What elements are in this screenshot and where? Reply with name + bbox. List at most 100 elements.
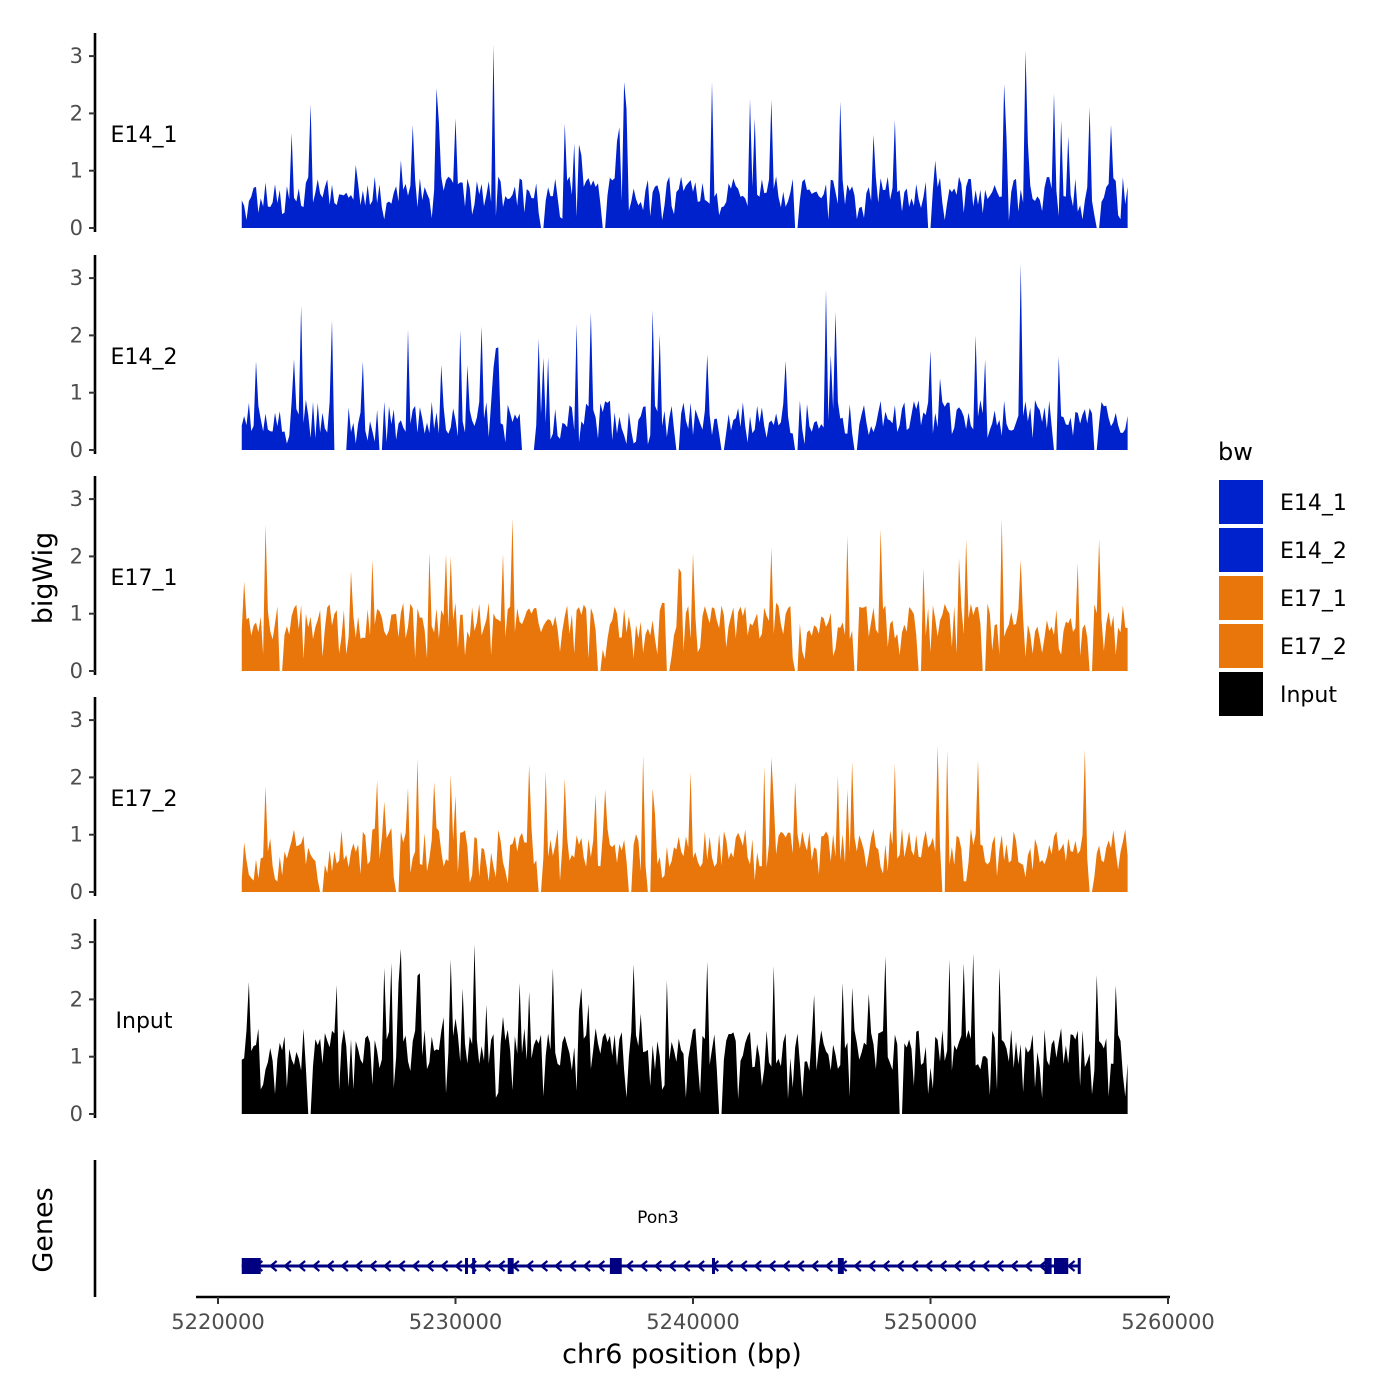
- track-label: E14_2: [111, 345, 178, 370]
- y-tick-label: 2: [70, 101, 83, 125]
- y-tick-label: 0: [70, 880, 83, 904]
- legend-swatch-Input: [1219, 672, 1263, 716]
- gene-exon: [472, 1258, 476, 1274]
- strand-arrow: [881, 1260, 891, 1272]
- strand-arrow: [439, 1260, 449, 1272]
- x-tick-label: 5220000: [171, 1310, 265, 1334]
- tracks-layer: 0 1 2 3 E14_1 0 1 2 3 E14_2 0 1 2 3 E17_1 0 1 2 3 E17_2 0 1 2 3…: [70, 33, 1128, 1126]
- gene-track: Pon3: [93, 1160, 1081, 1297]
- strand-arrow: [810, 1260, 819, 1272]
- y-tick-label: 1: [70, 823, 83, 847]
- track-label: Input: [116, 1009, 173, 1034]
- strand-arrow: [781, 1260, 791, 1272]
- x-tick-label: 5250000: [884, 1310, 978, 1334]
- strand-arrow: [667, 1260, 677, 1272]
- y-tick-label: 2: [70, 323, 83, 347]
- strand-arrow: [853, 1260, 862, 1272]
- y-tick-label: 2: [70, 765, 83, 789]
- legend-swatch-E17_2: [1219, 624, 1263, 668]
- signal-area-E14_1: [241, 44, 1128, 228]
- legend-label: Input: [1280, 683, 1337, 708]
- y-tick-label: 1: [70, 1045, 83, 1069]
- strand-arrow: [895, 1260, 905, 1272]
- strand-arrow: [311, 1260, 321, 1272]
- y-tick-label: 0: [70, 216, 83, 240]
- strand-arrow: [753, 1260, 762, 1272]
- track-E14_2: 0 1 2 3 E14_2: [70, 255, 1128, 462]
- strand-arrow: [482, 1260, 492, 1272]
- strand-arrow: [539, 1260, 549, 1272]
- y-axis-title: bigWig: [28, 532, 59, 625]
- legend-swatch-E14_1: [1219, 480, 1263, 524]
- gene-exon: [837, 1258, 844, 1274]
- strand-arrow: [268, 1260, 278, 1272]
- strand-arrow: [325, 1260, 335, 1272]
- strand-arrow: [867, 1260, 876, 1272]
- strand-arrow: [411, 1260, 420, 1272]
- legend-title: bw: [1218, 438, 1253, 466]
- track-label: E17_2: [111, 787, 178, 812]
- gene-exon: [465, 1258, 468, 1274]
- y-tick-label: 3: [70, 930, 83, 954]
- x-axis: 5220000 5230000 5240000 5250000 5260000: [171, 1295, 1215, 1334]
- strand-arrow: [824, 1260, 834, 1272]
- legend-label: E17_1: [1280, 587, 1347, 612]
- strand-arrow: [340, 1260, 349, 1272]
- strand-arrow: [368, 1260, 378, 1272]
- strand-arrow: [1009, 1260, 1019, 1272]
- strand-arrow: [724, 1260, 734, 1272]
- strand-arrow: [283, 1260, 292, 1272]
- strand-arrow: [995, 1260, 1005, 1272]
- y-tick-label: 1: [70, 602, 83, 626]
- strand-arrow: [1024, 1260, 1033, 1272]
- gene-exon: [241, 1258, 261, 1274]
- strand-arrow: [796, 1260, 805, 1272]
- y-tick-label: 0: [70, 438, 83, 462]
- legend: bw E14_1 E14_2 E17_1 E17_2 Input: [1218, 438, 1347, 716]
- strand-arrow: [454, 1260, 463, 1272]
- strand-arrow: [924, 1260, 933, 1272]
- y-tick-label: 0: [70, 1102, 83, 1126]
- x-axis-title: chr6 position (bp): [562, 1339, 802, 1370]
- y-tick-label: 1: [70, 159, 83, 183]
- y-tick-label: 2: [70, 544, 83, 568]
- strand-arrow: [696, 1260, 705, 1272]
- strand-arrow: [496, 1260, 506, 1272]
- y-tick-label: 3: [70, 266, 83, 290]
- strand-arrow: [596, 1260, 606, 1272]
- strand-arrow: [739, 1260, 748, 1272]
- gene-exon: [712, 1258, 715, 1274]
- track-E17_1: 0 1 2 3 E17_1: [70, 476, 1128, 683]
- legend-label: E17_2: [1280, 635, 1347, 660]
- gene-exon: [1077, 1258, 1081, 1274]
- gene-exon: [1054, 1258, 1069, 1274]
- signal-area-E14_2: [241, 263, 1128, 450]
- track-E14_1: 0 1 2 3 E14_1: [70, 33, 1128, 240]
- genes-axis-title: Genes: [28, 1187, 59, 1272]
- strand-arrow: [653, 1260, 663, 1272]
- y-tick-label: 3: [70, 487, 83, 511]
- signal-area-E17_2: [241, 745, 1128, 892]
- y-tick-label: 1: [70, 381, 83, 405]
- legend-label: E14_1: [1280, 491, 1347, 516]
- legend-swatch-E14_2: [1219, 528, 1263, 572]
- strand-arrow: [397, 1260, 406, 1272]
- signal-area-E17_1: [241, 518, 1128, 671]
- x-tick-label: 5230000: [409, 1310, 503, 1334]
- strand-arrow: [297, 1260, 306, 1272]
- strand-arrow: [1066, 1260, 1076, 1272]
- strand-arrow: [568, 1260, 577, 1272]
- strand-arrow: [910, 1260, 919, 1272]
- strand-arrow: [967, 1260, 976, 1272]
- x-tick-label: 5260000: [1121, 1310, 1215, 1334]
- track-Input: 0 1 2 3 Input: [70, 919, 1128, 1126]
- strand-arrow: [582, 1260, 591, 1272]
- gene-exon: [507, 1258, 514, 1274]
- strand-arrow: [625, 1260, 634, 1272]
- strand-arrow: [382, 1260, 392, 1272]
- strand-arrow: [525, 1260, 534, 1272]
- y-tick-label: 3: [70, 708, 83, 732]
- strand-arrow: [682, 1260, 691, 1272]
- strand-arrow: [553, 1260, 563, 1272]
